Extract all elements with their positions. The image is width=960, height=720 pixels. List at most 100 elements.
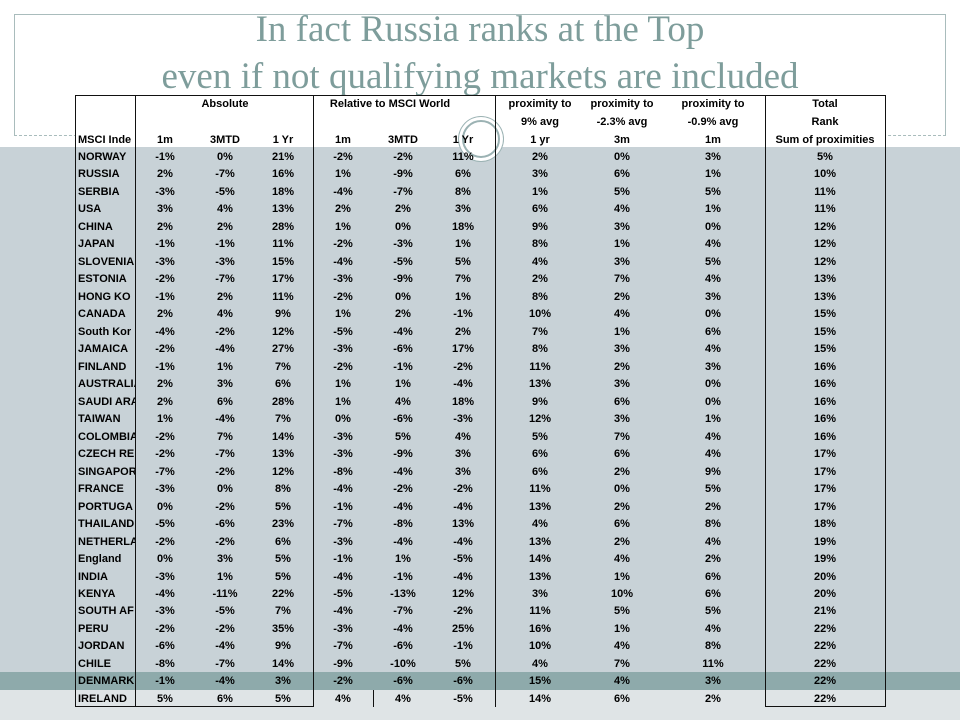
row-cell: 6% [275, 535, 291, 548]
row-label: CHINA [78, 220, 113, 233]
row-label: NETHERLA [78, 535, 136, 548]
row-cell: -4% [393, 622, 413, 635]
row-cell: -2% [215, 465, 235, 478]
row-cell: 1% [335, 378, 351, 391]
row-cell: -2% [155, 273, 175, 286]
row-cell: 1% [532, 185, 548, 198]
row-cell: -4% [333, 570, 353, 583]
background-band [0, 147, 960, 672]
background-band [0, 690, 960, 720]
row-cell: -1% [155, 675, 175, 688]
row-cell: 2% [395, 203, 411, 216]
row-cell: 16% [813, 395, 837, 408]
table-rule [75, 706, 313, 707]
row-cell: -9% [393, 448, 413, 461]
row-cell: 13% [528, 500, 552, 513]
table-rule [765, 706, 885, 707]
row-cell: 10% [610, 588, 634, 600]
row-cell: 0% [217, 483, 233, 496]
row-cell: 1% [335, 168, 351, 181]
row-cell: 3% [275, 675, 291, 688]
row-cell: -4% [155, 325, 175, 338]
column-rule [373, 690, 374, 707]
row-cell: -4% [333, 605, 353, 618]
row-cell: -3% [155, 483, 175, 496]
row-cell: -2% [453, 605, 473, 618]
row-cell: 4% [705, 273, 721, 286]
row-cell: 20% [813, 570, 837, 583]
row-cell: 5% [705, 605, 721, 618]
row-cell: 3% [705, 360, 721, 373]
column-header-cell: 1 Yr [452, 133, 474, 146]
row-cell: 0% [705, 378, 721, 391]
row-cell: 13% [451, 518, 475, 531]
row-cell: 19% [813, 535, 837, 548]
row-cell: -3% [333, 273, 353, 286]
row-cell: 5% [455, 255, 471, 268]
row-cell: -3% [333, 343, 353, 356]
row-cell: 4% [395, 395, 411, 408]
row-label: DENMARK [78, 675, 135, 688]
row-cell: 11% [529, 360, 551, 373]
row-cell: 5% [705, 483, 721, 496]
row-cell: 21% [271, 151, 295, 163]
row-cell: -9% [393, 168, 413, 181]
column-rule [75, 95, 76, 707]
row-cell: -5% [333, 325, 353, 338]
row-cell: 14% [528, 692, 552, 705]
row-label: PORTUGA [78, 500, 133, 513]
row-cell: 2% [157, 378, 173, 391]
row-cell: 7% [614, 430, 630, 443]
title-line: In fact Russia ranks at the Top [255, 9, 705, 50]
row-cell: -2% [333, 360, 353, 373]
row-cell: -3% [155, 255, 175, 268]
row-cell: 17% [813, 448, 837, 461]
row-cell: -5% [333, 588, 353, 600]
row-cell: -5% [453, 553, 473, 566]
row-cell: 16% [813, 378, 837, 391]
row-cell: 9% [532, 220, 548, 233]
row-cell: -6% [393, 413, 413, 426]
row-cell: -3% [453, 413, 473, 426]
row-cell: 5% [705, 255, 721, 268]
row-cell: -9% [333, 657, 353, 670]
row-cell: -6% [453, 675, 473, 688]
row-label: England [78, 553, 122, 566]
row-cell: 15% [271, 255, 295, 268]
row-cell: 12% [271, 325, 295, 338]
row-cell: 7% [217, 430, 233, 443]
row-cell: 2% [455, 325, 471, 338]
row-cell: 3% [455, 203, 471, 216]
row-cell: 3% [217, 553, 233, 566]
row-cell: 3% [614, 220, 630, 233]
row-cell: -7% [215, 448, 235, 461]
row-cell: 5% [275, 553, 291, 566]
row-cell: 2% [614, 360, 630, 373]
row-cell: -3% [333, 622, 353, 635]
row-cell: -4% [155, 588, 175, 600]
row-cell: 4% [455, 430, 471, 443]
row-cell: -2% [215, 325, 235, 338]
title-line: even if not qualifying markets are inclu… [161, 56, 799, 97]
row-cell: -9% [393, 273, 413, 286]
row-cell: 7% [275, 360, 291, 373]
row-cell: 7% [532, 325, 548, 338]
column-header-label: MSCI Inde [78, 133, 132, 146]
row-cell: -4% [215, 675, 235, 688]
row-cell: 17% [271, 273, 295, 286]
row-label: SERBIA [78, 185, 120, 198]
row-cell: 8% [705, 640, 721, 653]
row-cell: 4% [705, 622, 721, 635]
row-cell: 2% [532, 273, 548, 286]
row-cell: -7% [393, 185, 413, 198]
row-cell: 35% [271, 622, 295, 635]
row-cell: 4% [532, 255, 548, 268]
row-cell: 6% [532, 203, 548, 216]
row-cell: 22% [271, 588, 295, 600]
row-cell: 13% [271, 203, 295, 216]
row-cell: 13% [271, 448, 295, 461]
row-cell: 2% [532, 151, 548, 163]
row-cell: -3% [333, 430, 353, 443]
row-cell: 1% [705, 413, 721, 426]
row-cell: 3% [455, 448, 471, 461]
